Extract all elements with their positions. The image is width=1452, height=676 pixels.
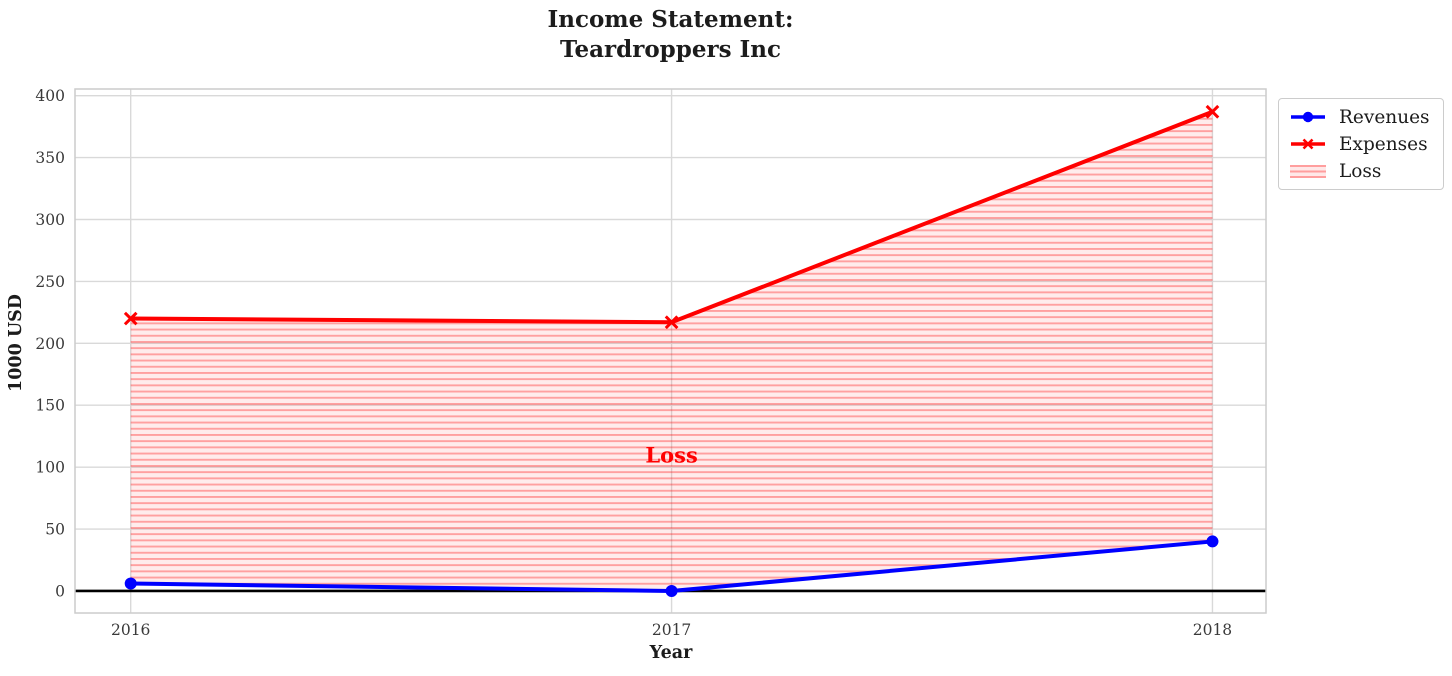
y-tick-label: 300	[35, 211, 65, 229]
revenues-marker	[1206, 535, 1219, 548]
expenses-marker	[1205, 104, 1220, 119]
x-tick-label: 2016	[111, 621, 150, 639]
loss-hatch-swatch-icon	[1290, 164, 1326, 178]
legend-label-expenses: Expenses	[1339, 133, 1428, 155]
y-tick-label: 200	[35, 335, 65, 353]
revenues-marker	[124, 577, 137, 590]
y-tick-label: 250	[35, 273, 65, 291]
revenues-marker	[665, 584, 678, 597]
plot-frame	[74, 88, 1267, 614]
revenues-line-marker-icon	[1291, 111, 1325, 123]
y-tick-label: 150	[35, 397, 65, 415]
x-tick-label: 2017	[652, 621, 691, 639]
legend-label-revenues: Revenues	[1339, 106, 1430, 128]
legend-item-loss: Loss	[1290, 160, 1432, 182]
loss-area	[130, 111, 1213, 591]
legend-item-expenses: Expenses	[1290, 133, 1432, 155]
y-tick-label: 100	[35, 459, 65, 477]
x-axis-label: Year	[649, 643, 693, 663]
chart-title: Income Statement: Teardroppers Inc	[75, 5, 1266, 65]
legend: Revenues Expenses Loss	[1278, 98, 1444, 190]
y-tick-label: 350	[35, 149, 65, 167]
legend-label-loss: Loss	[1339, 160, 1382, 182]
loss-annotation: Loss	[645, 442, 698, 468]
y-tick-label: 0	[55, 582, 65, 600]
expenses-marker	[123, 311, 138, 326]
y-tick-label: 50	[45, 521, 65, 539]
chart-title-line2: Teardroppers Inc	[559, 36, 782, 63]
chart-title-line1: Income Statement:	[547, 6, 794, 33]
expenses-marker	[664, 315, 679, 330]
y-tick-label: 400	[35, 87, 65, 105]
x-tick-label: 2018	[1193, 621, 1232, 639]
legend-item-revenues: Revenues	[1290, 106, 1432, 128]
expenses-line-marker-icon	[1291, 138, 1325, 150]
